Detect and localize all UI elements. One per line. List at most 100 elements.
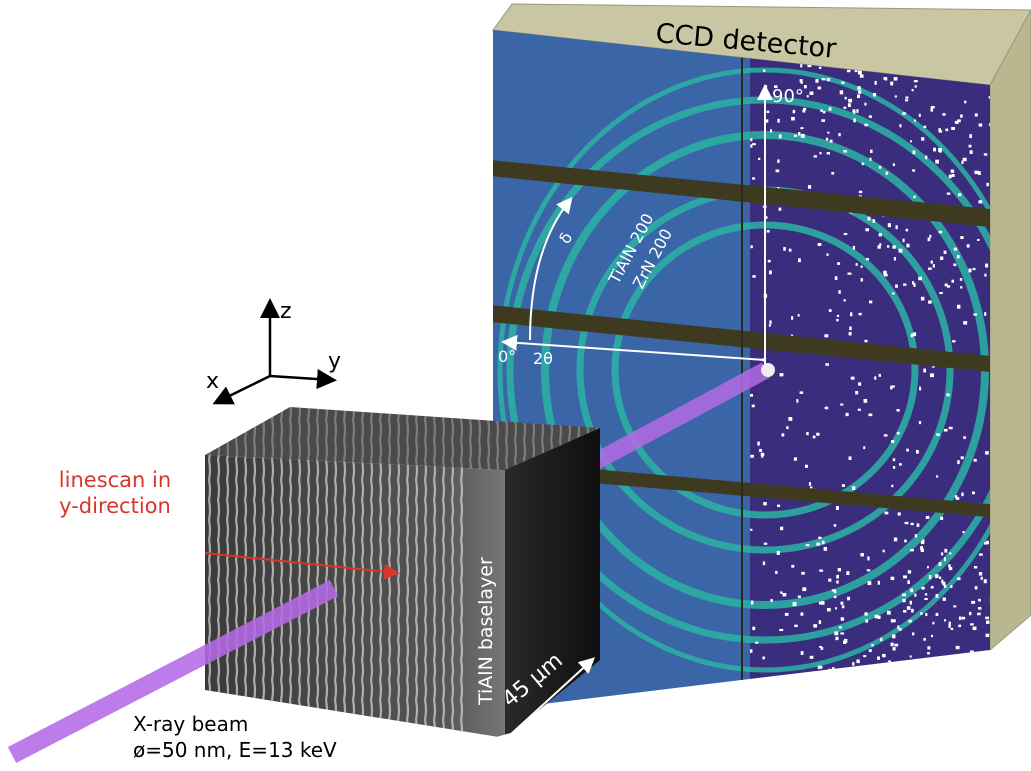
speckle bbox=[908, 570, 911, 573]
speckle bbox=[849, 327, 851, 331]
speckle bbox=[776, 170, 780, 173]
speckle bbox=[957, 660, 960, 663]
speckle bbox=[914, 80, 918, 82]
speckle bbox=[991, 668, 994, 671]
speckle bbox=[902, 593, 906, 596]
speckle bbox=[842, 484, 845, 487]
speckle bbox=[750, 529, 752, 531]
speckle bbox=[967, 244, 970, 247]
speckle bbox=[986, 183, 988, 186]
speckle bbox=[834, 596, 837, 598]
speckle bbox=[843, 107, 846, 109]
speckle bbox=[845, 694, 848, 697]
speckle bbox=[935, 574, 938, 578]
speckle bbox=[927, 566, 929, 568]
speckle bbox=[840, 90, 843, 94]
speckle bbox=[752, 405, 755, 408]
speckle bbox=[837, 315, 839, 317]
face-right bbox=[750, 0, 1010, 771]
speckle bbox=[880, 638, 882, 641]
speckle bbox=[996, 696, 999, 700]
speckle bbox=[793, 602, 797, 606]
speckle bbox=[841, 602, 844, 605]
speckle bbox=[870, 150, 873, 153]
speckle bbox=[829, 107, 832, 110]
speckle bbox=[961, 456, 964, 459]
speckle bbox=[852, 486, 855, 490]
speckle bbox=[949, 427, 953, 429]
speckle bbox=[770, 599, 773, 602]
speckle bbox=[798, 258, 801, 262]
speckle bbox=[864, 399, 868, 403]
speckle bbox=[785, 613, 789, 616]
speckle bbox=[921, 587, 924, 590]
speckle bbox=[864, 103, 866, 106]
speckle bbox=[871, 644, 873, 647]
speckle bbox=[955, 673, 959, 675]
speckle bbox=[752, 143, 756, 145]
speckle bbox=[819, 570, 823, 572]
speckle bbox=[791, 677, 794, 679]
speckle bbox=[799, 699, 802, 702]
speckle bbox=[793, 110, 796, 113]
speckle bbox=[963, 321, 967, 324]
speckle bbox=[882, 654, 885, 657]
label-0: 0° bbox=[498, 347, 516, 366]
speckle bbox=[879, 166, 882, 169]
speckle bbox=[947, 193, 951, 195]
speckle bbox=[905, 522, 909, 524]
speckle bbox=[806, 544, 810, 546]
speckle bbox=[939, 577, 941, 579]
speckle bbox=[801, 572, 805, 575]
speckle bbox=[958, 193, 961, 196]
speckle bbox=[904, 540, 907, 543]
speckle bbox=[840, 404, 843, 406]
speckle bbox=[875, 676, 879, 679]
speckle bbox=[750, 455, 753, 458]
speckle bbox=[791, 117, 795, 121]
speckle bbox=[957, 119, 961, 122]
speckle bbox=[869, 649, 872, 652]
speckle bbox=[912, 89, 914, 91]
speckle bbox=[791, 316, 793, 320]
speckle bbox=[942, 113, 945, 116]
speckle bbox=[923, 369, 926, 373]
axis-label: x bbox=[206, 369, 219, 394]
speckle bbox=[813, 436, 816, 439]
speckle bbox=[763, 561, 765, 565]
label-2theta: 2θ bbox=[533, 349, 553, 368]
speckle bbox=[905, 96, 908, 98]
speckle bbox=[849, 456, 852, 460]
speckle bbox=[796, 680, 800, 683]
speckle bbox=[927, 652, 930, 654]
speckle bbox=[856, 659, 859, 663]
speckle bbox=[848, 103, 851, 107]
speckle bbox=[825, 407, 828, 410]
speckle bbox=[905, 99, 908, 101]
speckle bbox=[822, 541, 825, 545]
speckle bbox=[973, 627, 977, 631]
speckle bbox=[814, 155, 817, 157]
speckle bbox=[964, 101, 966, 104]
speckle bbox=[820, 110, 823, 112]
speckle bbox=[767, 230, 770, 233]
speckle bbox=[996, 661, 999, 663]
speckle bbox=[935, 160, 939, 164]
speckle bbox=[899, 249, 903, 253]
speckle bbox=[844, 639, 847, 643]
speckle bbox=[821, 601, 824, 605]
speckle bbox=[836, 674, 839, 677]
speckle bbox=[884, 274, 888, 277]
speckle bbox=[917, 523, 920, 527]
speckle bbox=[782, 593, 786, 596]
speckle bbox=[985, 617, 989, 620]
speckle bbox=[936, 594, 939, 598]
speckle bbox=[869, 115, 872, 117]
speckle bbox=[960, 236, 963, 239]
speckle bbox=[859, 313, 862, 315]
axis-label: z bbox=[280, 299, 292, 324]
speckle bbox=[798, 132, 800, 136]
speckle bbox=[931, 261, 933, 264]
speckle bbox=[962, 531, 964, 533]
speckle bbox=[903, 284, 906, 286]
